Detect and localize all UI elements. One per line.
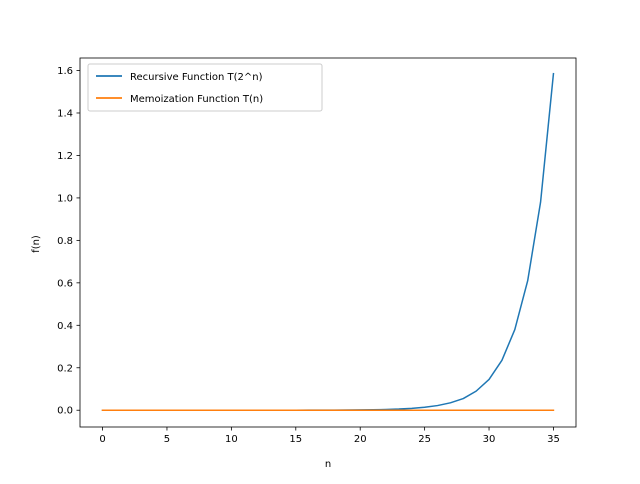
x-tick-label: 20 — [354, 434, 367, 445]
y-tick-label: 1.2 — [57, 151, 73, 162]
y-tick-label: 0.4 — [57, 321, 73, 332]
y-tick-label: 1.6 — [57, 66, 73, 77]
ticks-layer: 0 5 10 15 20 25 30 35 0.0 0.2 0.4 0.6 0.8 1.0 1.2 1.4 1.… — [57, 66, 560, 445]
x-axis-label: n — [325, 459, 331, 470]
x-tick-label: 25 — [418, 434, 431, 445]
x-tick-label: 10 — [225, 434, 238, 445]
plot-frame — [79, 57, 577, 428]
series-line-0 — [101, 72, 555, 411]
legend-label-memoization: Memoization Function T(n) — [130, 94, 263, 105]
x-tick-label: 15 — [289, 434, 302, 445]
y-tick-label: 0.6 — [57, 278, 73, 289]
y-axis-label: f(n) — [31, 235, 42, 253]
y-tick-label: 0.2 — [57, 363, 73, 374]
legend-frame — [87, 63, 323, 112]
x-tick-label: 0 — [99, 434, 105, 445]
x-tick-label: 5 — [164, 434, 170, 445]
x-tick-label: 30 — [483, 434, 496, 445]
y-tick-label: 0.0 — [57, 406, 73, 417]
x-tick-label: 35 — [547, 434, 560, 445]
y-tick-label: 1.0 — [57, 193, 73, 204]
legend: Recursive Function T(2^n) Memoization Fu… — [87, 63, 323, 112]
y-tick-label: 1.4 — [57, 108, 73, 119]
series-layer — [101, 72, 555, 411]
axes-layer — [79, 57, 577, 428]
y-tick-label: 0.8 — [57, 236, 73, 247]
legend-label-recursive: Recursive Function T(2^n) — [130, 72, 263, 83]
